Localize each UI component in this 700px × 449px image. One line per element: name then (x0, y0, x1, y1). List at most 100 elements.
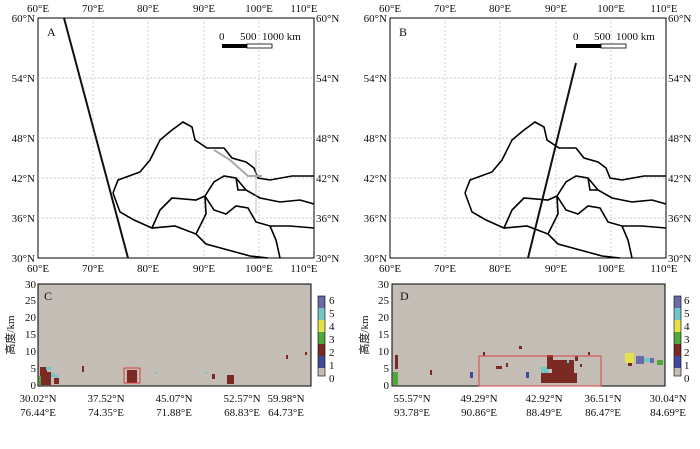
x-tick-lon: 90.86°E (461, 407, 497, 419)
lon-label: 70°E (82, 263, 104, 275)
colorbar-label: 3 (329, 334, 335, 346)
lat-label: 42°N (316, 173, 339, 185)
lat-labels-left-a: 60°N 54°N 48°N 42°N 36°N 30°N (12, 13, 35, 265)
lon-label: 80°E (489, 3, 511, 15)
x-tick-lon: 84.69°E (650, 407, 686, 419)
y-axis-label-c: 高度/km (3, 315, 17, 355)
lat-label: 48°N (316, 133, 339, 145)
colorbar-label: 5 (684, 308, 690, 320)
lon-label: 80°E (137, 263, 159, 275)
lon-label: 80°E (489, 263, 511, 275)
x-tick-lon: 93.78°E (394, 407, 430, 419)
lat-label: 54°N (316, 73, 339, 85)
colorbar-c (317, 295, 326, 377)
colorbar-label: 6 (329, 295, 335, 307)
lon-label: 70°E (434, 3, 456, 15)
x-tick-lon: 76.44°E (20, 407, 56, 419)
colorbar-label: 0 (329, 373, 335, 385)
lon-labels-bottom-a: 60°E 70°E 80°E 90°E 100°E 110°E (27, 263, 318, 275)
lon-label: 100°E (245, 3, 273, 15)
y-tick-label: 10 (25, 346, 37, 358)
lat-label: 42°N (668, 173, 691, 185)
y-tick-labels-c: 0 5 10 15 20 25 30 (25, 279, 37, 392)
lat-label: 54°N (12, 73, 35, 85)
lat-label: 30°N (668, 253, 691, 265)
lat-label: 36°N (12, 213, 35, 225)
satellite-track-b (527, 62, 577, 259)
satellite-track-a (63, 17, 129, 259)
x-tick-lat: 36.51°N (584, 393, 621, 405)
highlight-box-d (478, 355, 602, 387)
map-grid-a (38, 18, 314, 258)
x-tick-lat: 37.52°N (87, 393, 124, 405)
lon-label: 80°E (137, 3, 159, 15)
scale-label-1000-a: 1000 km (262, 31, 301, 43)
cloud-features-c (39, 352, 307, 385)
lat-labels-left-b: 60°N 54°N 48°N 42°N 36°N 30°N (364, 13, 387, 265)
y-tick-label: 0 (31, 380, 37, 392)
profile-panel-c: C 0 5 10 15 20 25 30 高度/km 30.02°N 76.44… (3, 279, 335, 419)
map-panel-label-a: A (47, 25, 56, 39)
colorbar-label: 0 (684, 373, 690, 385)
lon-label: 100°E (597, 3, 625, 15)
map-panel-label-b: B (399, 25, 407, 39)
colorbar-label: 6 (684, 295, 690, 307)
lat-label: 54°N (364, 73, 387, 85)
scale-label-1000-b: 1000 km (616, 31, 655, 43)
y-tick-label: 30 (378, 279, 390, 291)
lon-label: 110°E (290, 263, 317, 275)
profile-panel-label-d: D (400, 289, 409, 303)
y-axis-label-d: 高度/km (357, 315, 371, 355)
scale-label-0-a: 0 (219, 31, 225, 43)
colorbar-label: 4 (329, 321, 335, 333)
lat-label: 48°N (12, 133, 35, 145)
colorbar-d (673, 295, 682, 377)
lat-labels-right-a: 60°N 54°N 48°N 42°N 36°N 30°N (316, 13, 339, 265)
lat-label: 30°N (316, 253, 339, 265)
colorbar-label: 2 (329, 347, 335, 359)
x-tick-lon: 64.73°E (268, 407, 304, 419)
lat-labels-right-b: 60°N 54°N 48°N 42°N 36°N 30°N (668, 13, 691, 265)
lon-label: 100°E (597, 263, 625, 275)
lon-label: 100°E (245, 263, 273, 275)
scale-label-500-b: 500 (594, 31, 611, 43)
lon-label: 90°E (545, 3, 567, 15)
x-tick-lon: 86.47°E (585, 407, 621, 419)
lat-label: 36°N (316, 213, 339, 225)
y-tick-label: 15 (378, 329, 390, 341)
lon-label: 70°E (82, 3, 104, 15)
lat-label: 60°N (364, 13, 387, 25)
y-tick-label: 20 (378, 312, 390, 324)
scale-label-0-b: 0 (573, 31, 579, 43)
lon-label: 60°E (379, 263, 401, 275)
lon-labels-top-b: 60°E 70°E 80°E 90°E 100°E 110°E (379, 3, 678, 15)
lon-labels-bottom-b: 60°E 70°E 80°E 90°E 100°E 110°E (379, 263, 678, 275)
colorbar-label: 1 (684, 360, 690, 372)
x-tick-lon: 71.88°E (156, 407, 192, 419)
lon-label: 60°E (27, 263, 49, 275)
colorbar-label: 4 (684, 321, 690, 333)
lat-label: 48°N (364, 133, 387, 145)
cloud-features-d (393, 346, 663, 385)
scale-label-500-a: 500 (240, 31, 257, 43)
x-tick-lat: 49.29°N (460, 393, 497, 405)
x-tick-lat: 30.04°N (649, 393, 686, 405)
y-tick-label: 5 (31, 363, 37, 375)
lat-label: 36°N (668, 213, 691, 225)
x-tick-lon: 88.49°E (526, 407, 562, 419)
colorbar-label: 5 (329, 308, 335, 320)
profile-panel-label-c: C (44, 289, 52, 303)
scale-bar-a: 0 500 1000 km (219, 31, 301, 49)
profile-plot-c (37, 283, 312, 387)
x-tick-lat: 52.57°N (223, 393, 260, 405)
lat-label: 60°N (12, 13, 35, 25)
boundary-lines-b (464, 121, 667, 259)
y-tick-label: 25 (378, 295, 390, 307)
profile-panel-d: D 0 5 10 15 20 25 30 高度/km 55.57°N 93.78… (357, 279, 690, 419)
lon-labels-top-a: 60°E 70°E 80°E 90°E 100°E 110°E (27, 3, 318, 15)
x-tick-labels-c: 30.02°N 76.44°E 37.52°N 74.35°E 45.07°N … (19, 393, 304, 419)
lat-label: 30°N (364, 253, 387, 265)
colorbar-labels-d: 6 5 4 3 2 1 0 (684, 295, 690, 385)
x-tick-lon: 68.83°E (224, 407, 260, 419)
